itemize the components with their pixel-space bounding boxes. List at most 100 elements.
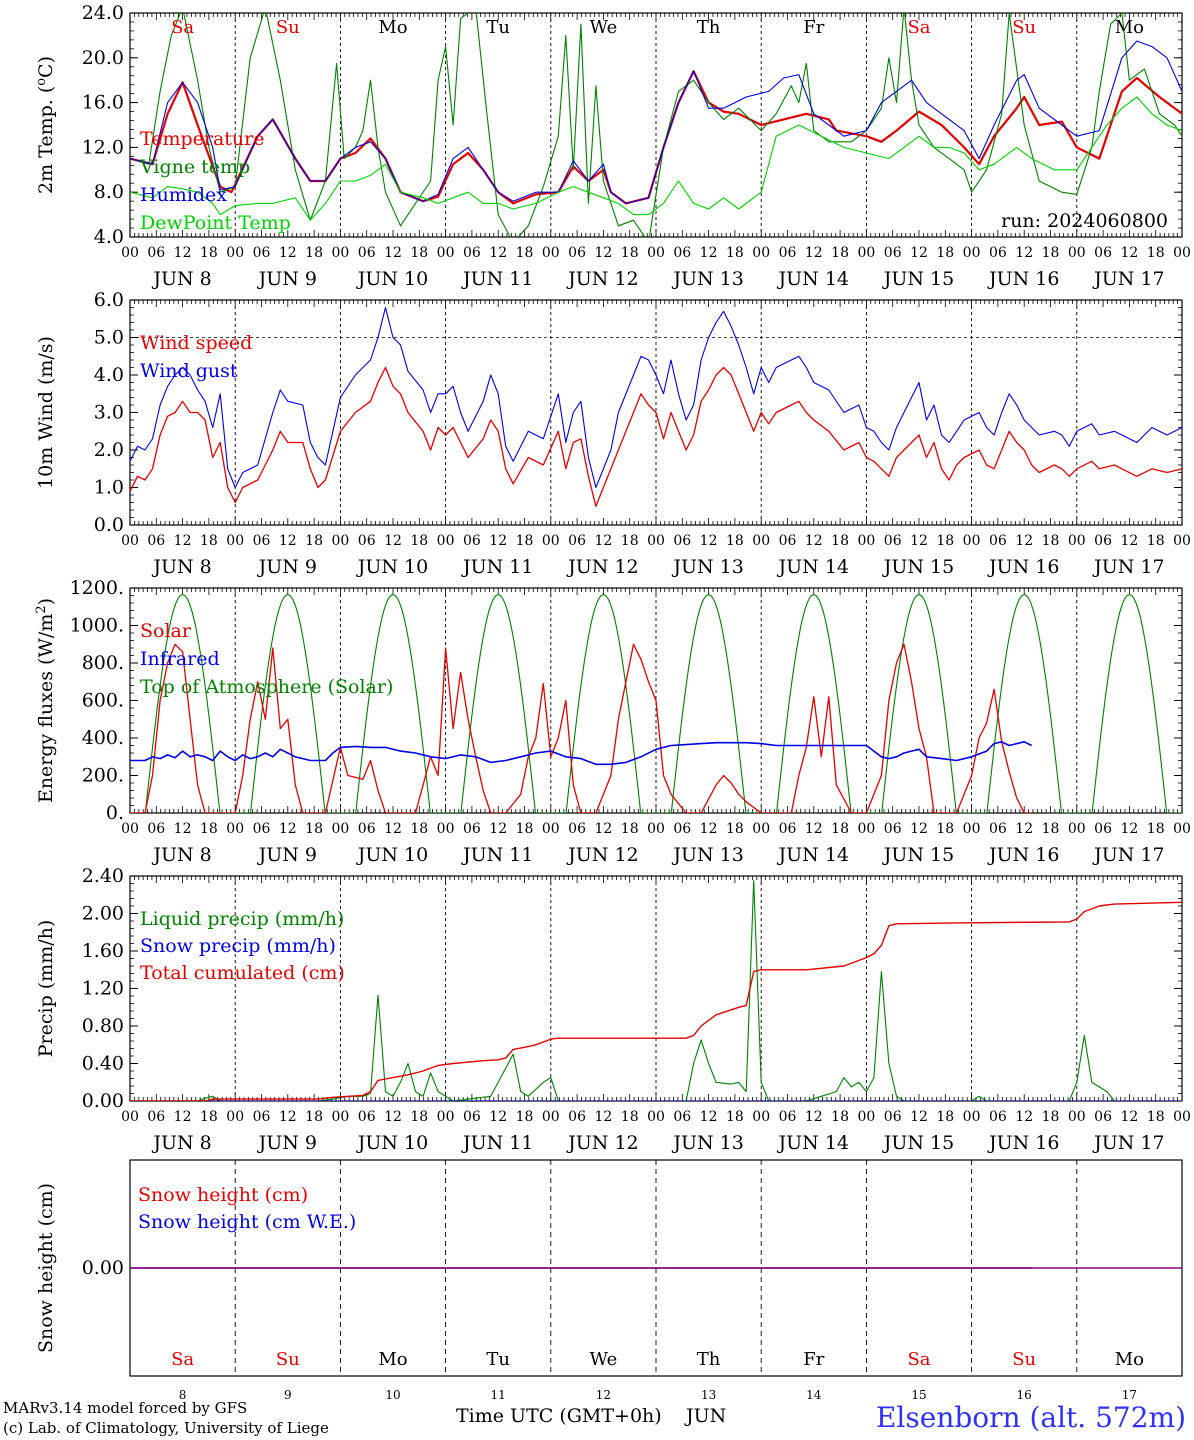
x-hour-label: 06 xyxy=(779,821,797,837)
x-hour-label: 06 xyxy=(358,1109,376,1125)
x-hour-label: 12 xyxy=(489,821,507,837)
x-hour-label: 12 xyxy=(805,1109,823,1125)
x-hour-label: 06 xyxy=(1094,821,1112,837)
x-hour-label: 12 xyxy=(1015,1109,1033,1125)
x-hour-label: 18 xyxy=(305,245,323,261)
x-hour-label: 00 xyxy=(1068,1109,1086,1125)
x-hour-label: 00 xyxy=(647,1109,665,1125)
x-hour-label: 00 xyxy=(752,533,770,549)
day-of-week-label: Th xyxy=(697,17,721,38)
x-hour-label: 12 xyxy=(174,533,192,549)
x-hour-label: 12 xyxy=(594,245,612,261)
x-hour-label: 06 xyxy=(673,245,691,261)
x-hour-label: 00 xyxy=(437,245,455,261)
x-hour-label: 12 xyxy=(805,821,823,837)
legend-total-cumulated-cm-: Total cumulated (cm) xyxy=(140,962,345,984)
x-date-label: JUN 9 xyxy=(257,1132,317,1154)
x-hour-label: 18 xyxy=(1147,1109,1165,1125)
series-dewpoint-temp xyxy=(130,96,1182,221)
legend-wind-speed: Wind speed xyxy=(140,332,252,354)
x-hour-label: 06 xyxy=(253,1109,271,1125)
x-hour-label: 00 xyxy=(752,1109,770,1125)
x-hour-label: 06 xyxy=(673,533,691,549)
x-date-label: JUN 16 xyxy=(987,556,1059,578)
x-hour-label: 00 xyxy=(331,821,349,837)
y-tick-label: 800. xyxy=(82,652,124,674)
x-hour-label: 18 xyxy=(410,533,428,549)
x-hour-label: 06 xyxy=(147,245,165,261)
x-hour-label: 06 xyxy=(568,821,586,837)
x-hour-label: 00 xyxy=(1173,245,1191,261)
day-of-week-label: Su xyxy=(1012,1349,1036,1370)
x-date-label: JUN 15 xyxy=(882,556,954,578)
x-date-label: JUN 12 xyxy=(566,844,638,866)
x-hour-label: 18 xyxy=(200,821,218,837)
x-hour-label: 12 xyxy=(700,821,718,837)
x-date-label: JUN 14 xyxy=(777,556,849,578)
x-hour-label: 18 xyxy=(516,821,534,837)
y-tick-label: 3.0 xyxy=(94,402,124,424)
legend-snow-height-cm-w-e-: Snow height (cm W.E.) xyxy=(138,1211,356,1233)
x-hour-label: 00 xyxy=(752,245,770,261)
x-hour-label: 00 xyxy=(857,1109,875,1125)
x-hour-label: 12 xyxy=(1120,821,1138,837)
x-date-label: JUN 9 xyxy=(257,556,317,578)
x-hour-label: 06 xyxy=(989,1109,1007,1125)
legend-snow-precip-mm-h-: Snow precip (mm/h) xyxy=(140,935,336,957)
x-hour-label: 06 xyxy=(989,821,1007,837)
y-tick-label: 0.80 xyxy=(82,1015,124,1037)
day-of-week-label: We xyxy=(590,1349,618,1370)
x-hour-label: 06 xyxy=(884,1109,902,1125)
x-date-label: JUN 11 xyxy=(461,268,533,290)
x-hour-label: 00 xyxy=(1173,533,1191,549)
x-hour-label: 06 xyxy=(358,821,376,837)
day-of-week-label: Su xyxy=(276,1349,300,1370)
x-hour-label: 18 xyxy=(621,533,639,549)
day-number-label: 17 xyxy=(1122,1388,1137,1402)
x-hour-label: 12 xyxy=(910,821,928,837)
series-solar xyxy=(130,643,1032,813)
y-tick-label: 1000. xyxy=(70,615,124,637)
y-tick-label: 24.0 xyxy=(82,2,124,24)
lab-credit: (c) Lab. of Climatology, University of L… xyxy=(3,1419,329,1437)
x-date-label: JUN 16 xyxy=(987,1132,1059,1154)
x-hour-label: 12 xyxy=(1015,245,1033,261)
x-hour-label: 18 xyxy=(726,1109,744,1125)
x-axis-title: Time UTC (GMT+0h) xyxy=(456,1405,662,1427)
x-hour-label: 12 xyxy=(1015,533,1033,549)
x-date-label: JUN 15 xyxy=(882,844,954,866)
panel-2: 0.0 1.0 2.0 3.0 4.0 5.0 6.0 Wind speed Wind gust… xyxy=(35,289,1191,578)
x-date-label: JUN 9 xyxy=(257,268,317,290)
x-hour-label: 18 xyxy=(410,245,428,261)
day-number-label: 8 xyxy=(179,1388,187,1402)
x-hour-label: 06 xyxy=(463,821,481,837)
x-hour-label: 06 xyxy=(884,245,902,261)
series-liquid-precip-mm-h- xyxy=(130,880,1182,1101)
x-date-label: JUN 17 xyxy=(1092,556,1164,578)
x-date-label: JUN 8 xyxy=(151,844,211,866)
x-hour-label: 00 xyxy=(226,1109,244,1125)
x-hour-label: 18 xyxy=(1042,245,1060,261)
x-date-label: JUN 9 xyxy=(257,844,317,866)
x-hour-label: 00 xyxy=(331,245,349,261)
x-date-label: JUN 11 xyxy=(461,844,533,866)
y-tick-label: 0.0 xyxy=(94,514,124,536)
series-wind-gust xyxy=(130,306,1182,489)
run-label: run: 2024060800 xyxy=(1001,210,1168,232)
x-hour-label: 18 xyxy=(621,1109,639,1125)
y-tick-label: 4.0 xyxy=(94,364,124,386)
legend-infrared: Infrared xyxy=(140,648,220,670)
x-hour-label: 18 xyxy=(1147,533,1165,549)
y-tick-label: 1200. xyxy=(70,577,124,599)
day-number-label: 16 xyxy=(1017,1388,1032,1402)
x-hour-label: 12 xyxy=(279,533,297,549)
x-hour-label: 18 xyxy=(936,533,954,549)
x-hour-label: 18 xyxy=(516,1109,534,1125)
y-tick-label: 2.40 xyxy=(82,865,124,887)
y-axis-label: Energy fluxes (W/m2) xyxy=(34,598,57,803)
legend-snow-height-cm-: Snow height (cm) xyxy=(138,1184,308,1206)
x-date-label: JUN 12 xyxy=(566,268,638,290)
x-date-label: JUN 11 xyxy=(461,556,533,578)
x-hour-label: 06 xyxy=(1094,1109,1112,1125)
